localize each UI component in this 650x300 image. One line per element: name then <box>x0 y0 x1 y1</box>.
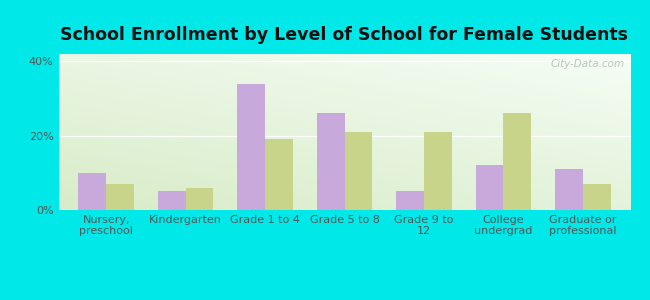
Bar <box>396 191 424 210</box>
Bar <box>424 132 452 210</box>
Bar <box>503 113 531 210</box>
Title: School Enrollment by Level of School for Female Students: School Enrollment by Level of School for… <box>60 26 629 44</box>
Text: City-Data.com: City-Data.com <box>551 59 625 69</box>
Bar <box>237 84 265 210</box>
Bar <box>583 184 610 210</box>
Bar <box>555 169 583 210</box>
Bar <box>106 184 134 210</box>
Bar <box>317 113 345 210</box>
Bar <box>344 132 372 210</box>
Bar <box>265 140 293 210</box>
Bar <box>186 188 213 210</box>
Bar <box>476 165 503 210</box>
Bar <box>158 191 186 210</box>
Bar <box>79 173 106 210</box>
